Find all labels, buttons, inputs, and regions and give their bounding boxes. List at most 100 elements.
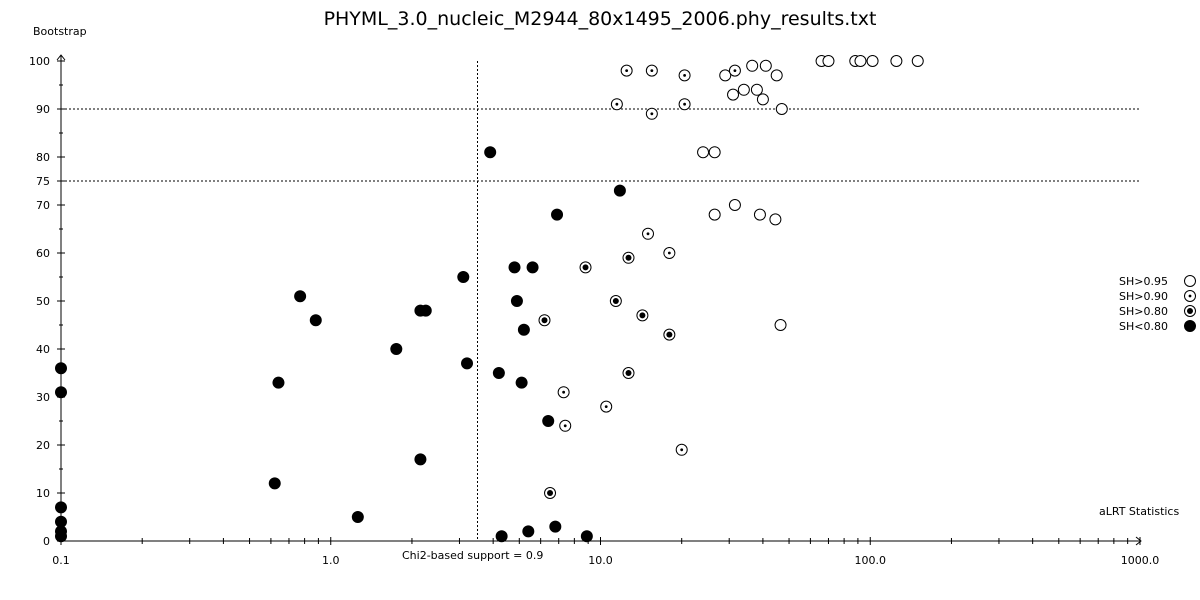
data-point (613, 184, 626, 197)
data-point (508, 261, 521, 274)
data-point (750, 83, 763, 96)
data-point (272, 376, 285, 389)
data-point (495, 530, 508, 543)
data-point (294, 290, 307, 303)
y-tick-label: 50 (36, 295, 50, 308)
data-point (551, 208, 564, 221)
data-point (549, 520, 562, 533)
data-point (753, 208, 766, 221)
data-point (769, 213, 782, 226)
legend-marker (1184, 320, 1196, 332)
data-point (419, 304, 432, 317)
data-point (737, 83, 750, 96)
x-tick-label: 1.0 (322, 554, 340, 567)
y-tick-label: 40 (36, 343, 50, 356)
data-point (759, 59, 772, 72)
data-point (309, 314, 322, 327)
data-point (517, 323, 530, 336)
data-point (911, 55, 924, 67)
data-point (620, 64, 633, 77)
x-tick-label: 100.0 (855, 554, 887, 567)
legend-label: SH>0.95 (1119, 275, 1168, 288)
y-tick-label: 70 (36, 199, 50, 212)
data-point (663, 247, 676, 259)
x-tick-label: 0.1 (52, 554, 70, 567)
data-point (622, 367, 635, 379)
data-point (622, 251, 635, 264)
data-point (727, 88, 740, 101)
data-point (728, 199, 741, 211)
y-axis-arrow (56, 54, 66, 61)
data-point (708, 208, 721, 221)
legend-label: SH>0.80 (1119, 305, 1168, 318)
data-point (663, 328, 676, 341)
y-tick-label: 0 (43, 535, 50, 548)
data-point (538, 314, 551, 327)
data-point (559, 419, 572, 432)
data-point (542, 415, 555, 427)
data-point (579, 261, 592, 274)
chi2-support-label: Chi2-based support = 0.9 (402, 549, 543, 562)
data-point (414, 453, 427, 466)
data-point (774, 319, 787, 331)
data-point (728, 64, 741, 77)
legend: SH>0.95 SH>0.90 SH>0.80 SH<0.80 (1119, 275, 1196, 333)
data-point (697, 146, 710, 159)
data-point (55, 530, 67, 543)
chart-title: PHYML_3.0_nucleic_M2944_80x1495_2006.phy… (323, 8, 877, 30)
legend-marker (1184, 290, 1196, 302)
data-points (55, 55, 924, 543)
data-point (636, 309, 649, 322)
data-point (515, 376, 528, 389)
data-point (645, 107, 658, 120)
data-point (866, 55, 879, 67)
data-point (756, 93, 769, 106)
data-point (492, 367, 505, 379)
legend-label: SH>0.90 (1119, 290, 1168, 303)
data-point (746, 59, 759, 72)
x-tick-label: 10.0 (588, 554, 613, 567)
data-point (719, 69, 732, 82)
data-point (544, 487, 557, 499)
data-point (854, 55, 867, 67)
data-point (55, 362, 67, 375)
data-point (457, 271, 470, 283)
data-point (557, 386, 570, 399)
y-tick-label: 30 (36, 391, 50, 404)
legend-label: SH<0.80 (1119, 320, 1168, 333)
data-point (610, 98, 623, 111)
data-point (678, 98, 691, 111)
data-point (522, 525, 535, 538)
data-point (675, 443, 688, 456)
data-point (775, 103, 788, 115)
axes: 0.1 1.0 10.0 100.0 1000.0 0 10 20 30 40 50 60 70 75 80… (29, 25, 1179, 567)
data-point (822, 55, 835, 67)
data-point (55, 501, 67, 514)
y-tick-label: 20 (36, 439, 50, 452)
data-point (510, 295, 523, 307)
legend-marker (1184, 305, 1196, 317)
data-point (351, 511, 364, 523)
data-point (678, 69, 691, 82)
y-axis-title: Bootstrap (33, 25, 87, 38)
data-point (55, 386, 67, 399)
data-point (642, 227, 655, 240)
data-point (268, 477, 281, 490)
y-tick-label: 80 (36, 151, 50, 164)
y-tick-label: 60 (36, 247, 50, 260)
y-tick-label: 100 (29, 55, 50, 68)
data-point (609, 295, 622, 307)
reference-lines: Chi2-based support = 0.9 (61, 61, 1140, 562)
data-point (770, 69, 783, 82)
x-axis-title: aLRT Statistics (1099, 505, 1179, 518)
data-point (600, 400, 613, 413)
x-axis-arrow (1135, 536, 1142, 546)
y-tick-label: 10 (36, 487, 50, 500)
y-tick-label: 75 (36, 175, 50, 188)
data-point (890, 55, 903, 67)
data-point (461, 357, 474, 370)
x-tick-label: 1000.0 (1121, 554, 1160, 567)
y-tick-label: 90 (36, 103, 50, 116)
data-point (390, 343, 403, 355)
